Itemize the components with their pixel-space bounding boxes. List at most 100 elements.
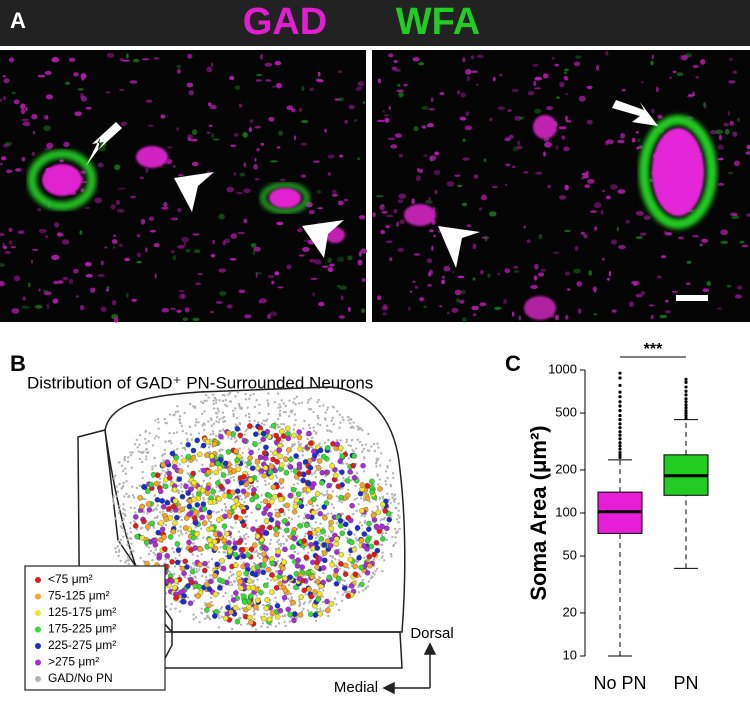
dot [180,531,182,533]
legend-label: 175-225 μm² [48,622,116,636]
speckle [493,77,496,81]
dot [125,480,127,482]
header-bar [0,0,750,46]
speckle [192,129,197,135]
dot [122,518,124,520]
speckle [602,258,605,261]
speckle [734,161,740,167]
dot [291,518,293,520]
speckle [344,199,348,202]
dot [206,486,211,491]
dot [195,438,200,443]
dot [133,507,135,509]
dot [187,472,189,474]
dot [237,540,242,545]
speckle [140,177,144,180]
dot [366,521,371,526]
dot [231,595,233,597]
dot [318,399,320,401]
dot [371,513,376,518]
dot [320,470,325,475]
outlier [684,390,687,393]
speckle [399,154,403,158]
speckle [578,308,581,314]
dot [324,442,326,444]
dot [394,528,396,530]
dot [378,498,380,500]
dot [240,617,242,619]
dot [267,404,269,406]
speckle [512,166,516,169]
dot [215,399,217,401]
speckle [149,216,154,221]
speckle [167,159,172,164]
dot [393,495,395,497]
dot [294,453,299,458]
dot [342,419,344,421]
dot [316,465,321,470]
speckle [735,294,742,298]
speckle [656,87,659,93]
dot [233,552,238,557]
speckle [348,307,351,312]
dot [282,560,287,565]
speckle [556,145,559,149]
dot [148,553,150,555]
speckle [330,263,335,266]
speckle [154,57,160,59]
speckle [73,269,78,274]
dot [264,606,269,611]
dot [114,547,116,549]
dot [242,452,244,454]
dot [336,495,338,497]
speckle [457,276,464,279]
outlier [618,447,621,450]
dot [324,534,326,536]
speckle [344,120,348,124]
dot [356,497,358,499]
dot [320,529,325,534]
dot [233,538,235,540]
dot [327,494,332,499]
speckle [605,141,609,146]
speckle [229,76,234,81]
dot [339,568,341,570]
dot [269,517,274,522]
dot [198,546,203,551]
dot [204,582,209,587]
speckle [539,234,543,239]
speckle [86,107,92,110]
speckle [431,245,433,251]
dot [248,456,253,461]
dot [288,400,290,402]
dot [297,441,299,443]
speckle [328,172,331,176]
dot [241,474,246,479]
speckle [271,281,274,285]
speckle [737,286,742,290]
speckle [219,268,227,272]
speckle [23,122,31,127]
dot [151,559,153,561]
speckle [544,142,552,148]
dot [186,442,191,447]
dot [262,450,267,455]
dot [117,540,119,542]
speckle [11,246,16,248]
speckle [717,308,722,310]
dot [279,463,284,468]
dot [200,553,202,555]
dot [383,559,385,561]
dot [319,424,321,426]
dot [196,555,198,557]
dot [391,497,393,499]
dot [347,416,349,418]
dot [269,499,274,504]
dot [263,613,265,615]
dot [278,497,283,502]
dot [154,494,156,496]
dot [341,600,343,602]
stain-label: WFA [396,1,480,43]
dot [246,461,251,466]
outlier [684,403,687,406]
